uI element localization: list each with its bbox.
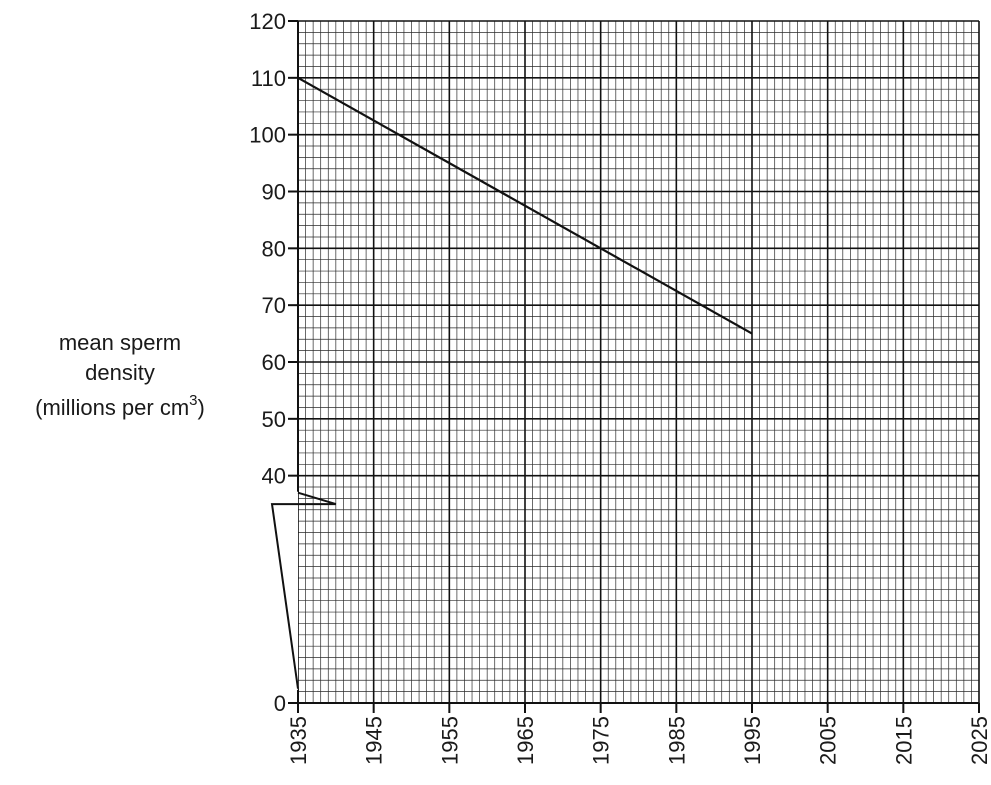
y-axis-title-line-2: density [85,360,155,385]
x-tick-label: 1945 [362,716,387,765]
series-layer [297,76,753,335]
y-axis-title-units: (millions per cm [35,395,189,420]
x-tick-label: 2015 [891,716,916,765]
axis-break-zigzag [270,491,337,689]
y-tick-label: 120 [249,9,286,34]
y-tick-label: 100 [249,123,286,148]
tick-labels: 0 40 50 60 70 80 90 100 110 120 1935 1945 1955 1965 19… [249,9,991,765]
series-line [297,76,753,335]
y-tick-label: 50 [262,407,286,432]
x-tick-label: 1995 [740,716,765,765]
y-axis-title-superscript: 3 [189,392,197,409]
x-tick-label: 2025 [967,716,991,765]
y-tick-label: 60 [262,350,286,375]
x-tick-label: 1975 [589,716,614,765]
y-axis-title-line-1: mean sperm [59,330,181,355]
y-tick-label: 0 [274,691,286,716]
y-tick-label: 110 [251,66,286,91]
y-tick-label: 80 [262,236,286,261]
x-tick-label: 1935 [286,716,311,765]
x-tick-label: 1965 [513,716,538,765]
axes [268,20,980,713]
y-tick-label: 90 [262,180,286,205]
x-tick-label: 2005 [816,716,841,765]
y-tick-label: 40 [262,464,286,489]
y-axis-title-close: ) [198,395,205,420]
x-tick-label: 1955 [437,716,462,765]
y-tick-label: 70 [262,293,286,318]
y-axis-title-line-3: (millions per cm3) [35,392,205,420]
x-tick-label: 1985 [664,716,689,765]
